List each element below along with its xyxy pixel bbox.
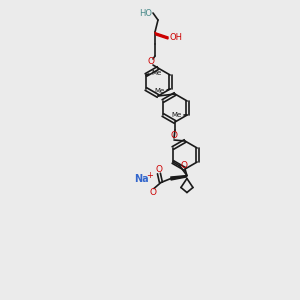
Text: Me: Me	[155, 88, 165, 94]
Text: HO: HO	[139, 8, 152, 17]
Text: Me: Me	[172, 112, 182, 118]
Polygon shape	[171, 176, 187, 180]
Text: O: O	[170, 131, 178, 140]
Text: Na: Na	[134, 173, 148, 184]
Text: O: O	[148, 58, 154, 67]
Polygon shape	[155, 32, 168, 39]
Text: Me: Me	[151, 70, 161, 76]
Text: O: O	[155, 165, 162, 174]
Text: O: O	[149, 188, 156, 197]
Text: O: O	[181, 161, 188, 170]
Text: +: +	[146, 171, 153, 180]
Text: OH: OH	[170, 34, 183, 43]
